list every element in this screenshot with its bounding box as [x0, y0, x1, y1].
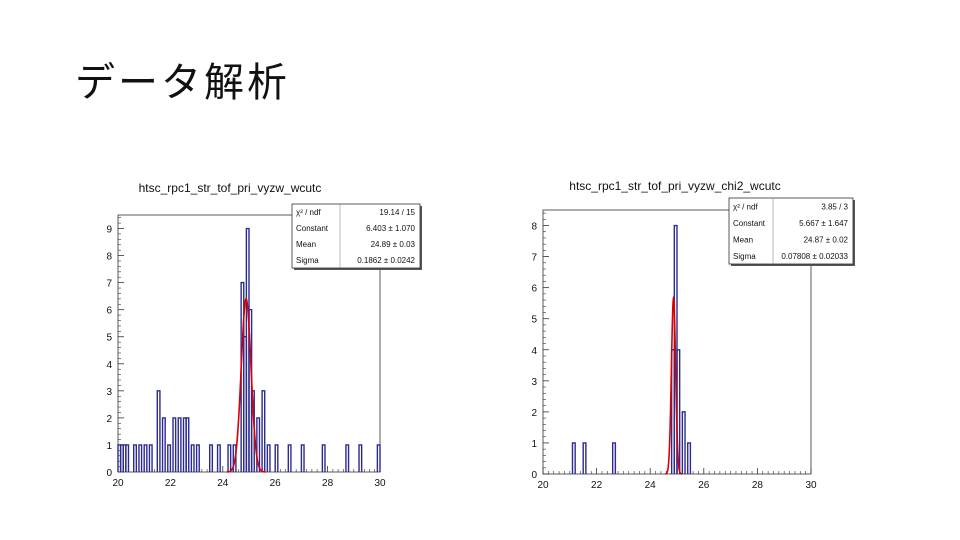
stats-value: 5.667 ± 1.647 [799, 219, 848, 228]
histogram-bin [190, 444, 195, 472]
histogram-bin [287, 444, 292, 472]
stats-label: Mean [296, 240, 316, 249]
stats-label: Sigma [733, 252, 756, 261]
x-tick-label: 22 [165, 478, 177, 489]
y-tick-label: 6 [106, 306, 112, 317]
x-tick-label: 26 [270, 478, 282, 489]
stats-label: χ² / ndf [733, 202, 758, 211]
histogram-bin [300, 444, 305, 472]
histogram-bin [611, 442, 617, 474]
y-tick-label: 6 [531, 284, 537, 295]
x-tick-label: 30 [805, 480, 817, 491]
y-tick-label: 8 [531, 222, 537, 233]
x-tick-label: 24 [645, 480, 657, 491]
y-tick-label: 5 [106, 333, 112, 344]
histogram-bin [209, 444, 214, 472]
histogram-bin [161, 417, 166, 472]
histogram-bin [345, 444, 350, 472]
stats-value: 24.89 ± 0.03 [371, 240, 416, 249]
stats-value: 19.14 / 15 [379, 208, 415, 217]
histogram-bin [172, 417, 177, 472]
y-tick-label: 1 [106, 441, 112, 452]
histogram-bin [256, 417, 261, 472]
histogram-bin [177, 417, 182, 472]
histogram-panel-left: htsc_rpc1_str_tof_pri_vyzw_wcutc 20 22 24 26… [80, 170, 480, 500]
y-tick-label: 4 [106, 360, 112, 371]
y-tick-label: 0 [531, 470, 537, 481]
stats-box [291, 203, 421, 269]
histogram-bin [681, 411, 686, 474]
histogram-bin [571, 442, 576, 474]
stats-label: χ² / ndf [296, 208, 321, 217]
x-tick-label: 20 [537, 480, 549, 491]
stats-value: 0.1862 ± 0.0242 [357, 256, 415, 265]
stats-label: Constant [733, 219, 766, 228]
histogram-bin [582, 442, 587, 474]
histogram-bin [156, 390, 161, 472]
x-tick-label: 22 [591, 480, 603, 491]
y-tick-label: 4 [531, 346, 537, 357]
stats-label: Constant [296, 224, 329, 233]
histogram-bin [261, 390, 266, 472]
chart-title: htsc_rpc1_str_tof_pri_vyzw_wcutc [139, 181, 322, 195]
x-tick-label: 20 [112, 478, 124, 489]
stats-value: 24.87 ± 0.02 [804, 235, 849, 244]
histogram-bin [216, 444, 221, 472]
y-tick-label: 1 [531, 439, 537, 450]
x-tick-label: 28 [752, 480, 764, 491]
stats-value: 6.403 ± 1.070 [366, 224, 415, 233]
y-tick-label: 0 [106, 468, 112, 479]
histogram-bin [358, 444, 363, 472]
stats-label: Mean [733, 235, 753, 244]
histogram-bin [321, 444, 326, 472]
histogram-bin [376, 444, 381, 472]
chart-title: htsc_rpc1_str_tof_pri_vyzw_chi2_wcutc [569, 179, 780, 193]
y-tick-label: 3 [531, 377, 537, 388]
histogram-bin [687, 442, 692, 474]
y-tick-label: 9 [106, 225, 112, 236]
y-tick-label: 8 [106, 252, 112, 263]
histogram-bin [167, 444, 172, 472]
histogram-bin [148, 444, 153, 472]
fit-curve [665, 295, 683, 475]
x-tick-label: 30 [374, 478, 386, 489]
histogram-bin [227, 444, 232, 472]
y-tick-label: 2 [106, 414, 112, 425]
x-tick-label: 26 [698, 480, 710, 491]
histogram-bin [125, 444, 130, 472]
stats-value: 0.07808 ± 0.02033 [781, 252, 848, 261]
y-tick-label: 2 [531, 408, 537, 419]
histogram-bin [138, 444, 143, 472]
histogram-bin [266, 444, 271, 472]
stats-value: 3.85 / 3 [821, 202, 848, 211]
histogram-panel-right: htsc_rpc1_str_tof_pri_vyzw_chi2_wcutc 20 2… [503, 170, 903, 500]
histogram-bin [185, 417, 190, 472]
stats-box [728, 197, 854, 265]
y-tick-label: 7 [531, 253, 537, 264]
x-tick-label: 28 [322, 478, 334, 489]
fit-curve [226, 297, 266, 473]
histogram-bin [274, 444, 279, 472]
histogram-bin [133, 444, 138, 472]
y-tick-label: 5 [531, 315, 537, 326]
histogram-bin [143, 444, 148, 472]
x-tick-label: 24 [217, 478, 229, 489]
y-tick-label: 7 [106, 279, 112, 290]
stats-label: Sigma [296, 256, 319, 265]
y-tick-label: 3 [106, 387, 112, 398]
slide-title: データ解析 [75, 60, 290, 106]
histogram-bin [195, 444, 200, 472]
